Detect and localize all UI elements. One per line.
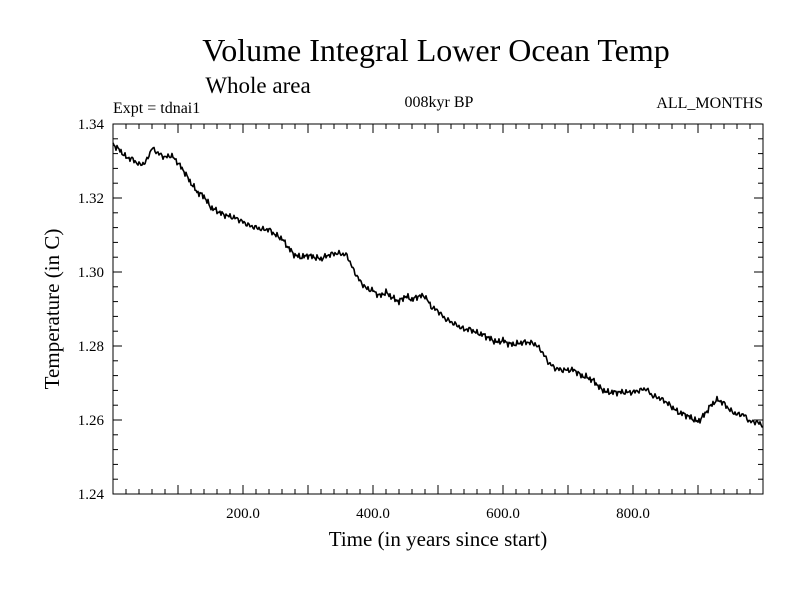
y-tick-label: 1.28 bbox=[78, 339, 104, 355]
months-label: ALL_MONTHS bbox=[656, 95, 763, 112]
chart-subtitle: Whole area bbox=[205, 73, 310, 98]
tick-marks bbox=[113, 124, 763, 494]
y-tick-label: 1.30 bbox=[78, 265, 104, 281]
chart-title: Volume Integral Lower Ocean Temp bbox=[202, 32, 670, 68]
y-axis-title: Temperature (in C) bbox=[40, 229, 64, 390]
y-tick-label: 1.32 bbox=[78, 191, 104, 207]
x-axis-title: Time (in years since start) bbox=[329, 527, 548, 551]
x-tick-label: 200.0 bbox=[226, 506, 260, 522]
plot-frame bbox=[112, 123, 764, 495]
x-tick-label: 800.0 bbox=[616, 506, 650, 522]
tick-labels: 200.0 400.0 600.0 800.0 1.24 1.26 1.28 1.30 1.32… bbox=[78, 117, 650, 522]
y-tick-label: 1.34 bbox=[78, 117, 105, 133]
x-tick-label: 600.0 bbox=[486, 506, 520, 522]
period-label: 008kyr BP bbox=[405, 94, 474, 111]
experiment-label: Expt = tdnai1 bbox=[113, 100, 200, 117]
y-tick-label: 1.26 bbox=[78, 413, 105, 429]
data-line bbox=[112, 142, 764, 428]
x-tick-label: 400.0 bbox=[356, 506, 390, 522]
y-tick-label: 1.24 bbox=[78, 487, 105, 503]
